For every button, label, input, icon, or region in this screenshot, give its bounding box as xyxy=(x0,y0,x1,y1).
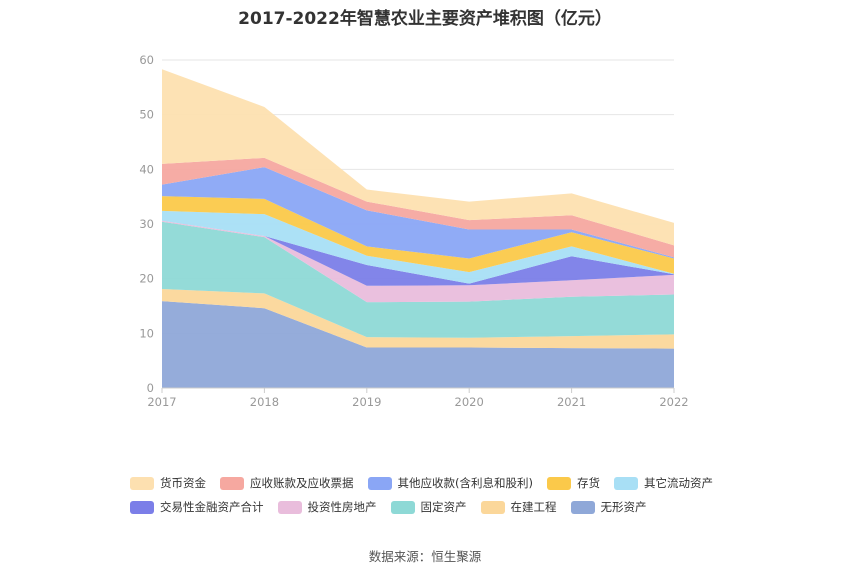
data-source-note: 数据来源：恒生聚源 xyxy=(368,549,482,564)
legend-item[interactable]: 无形资产 xyxy=(570,499,647,515)
legend-swatch xyxy=(480,500,505,514)
legend-swatch xyxy=(220,476,244,490)
chart-title: 2017-2022年智慧农业主要资产堆积图（亿元） xyxy=(238,9,612,29)
y-tick-label: 0 xyxy=(147,381,154,395)
y-tick-label: 10 xyxy=(139,326,154,340)
legend-row: 货币资金 应收账款及应收票据 其他应收款(含利息和股利) 存货 其它流动资产 xyxy=(130,471,770,495)
legend-item[interactable]: 固定资产 xyxy=(390,499,467,515)
y-tick-label: 30 xyxy=(139,217,154,231)
legend-swatch xyxy=(130,476,154,490)
area-series-其他应收款(含利息和股利) xyxy=(162,167,674,259)
legend-label: 其他应收款(含利息和股利) xyxy=(397,476,533,490)
area-series-固定资产 xyxy=(162,221,674,338)
axes: 0 10 20 30 40 50 60 2017 2018 2019 2020 2021 2022 xyxy=(139,53,688,409)
legend-item[interactable]: 应收账款及应收票据 xyxy=(220,475,354,491)
legend-item[interactable]: 存货 xyxy=(546,475,600,491)
x-tick-label: 2017 xyxy=(147,395,176,409)
area-series-应收账款及应收票据 xyxy=(162,157,674,258)
legend-label: 无形资产 xyxy=(600,500,647,514)
legend-swatch xyxy=(570,500,595,514)
legend-swatch xyxy=(130,500,154,514)
x-tick-label: 2020 xyxy=(455,395,484,409)
legend-swatch xyxy=(613,476,638,490)
x-tick-label: 2019 xyxy=(352,395,381,409)
legend-swatch xyxy=(390,500,415,514)
legend-swatch xyxy=(277,500,302,514)
area-series-货币资金 xyxy=(162,69,674,246)
legend-label: 货币资金 xyxy=(160,476,206,490)
legend-item[interactable]: 货币资金 xyxy=(130,475,206,491)
area-series-其它流动资产 xyxy=(162,210,674,284)
legend: 货币资金 应收账款及应收票据 其他应收款(含利息和股利) 存货 其它流动资产交易性金融资… xyxy=(130,471,770,519)
stacked-area-chart: 0 10 20 30 40 50 60 2017 2018 2019 2020 2021 2022 xyxy=(139,53,688,409)
legend-label: 在建工程 xyxy=(510,500,557,514)
area-series-在建工程 xyxy=(162,289,674,349)
area-series-无形资产 xyxy=(162,301,674,388)
area-series-存货 xyxy=(162,196,674,274)
area-series-投资性房地产 xyxy=(162,220,674,303)
legend-item[interactable]: 投资性房地产 xyxy=(277,499,377,515)
y-tick-label: 40 xyxy=(139,162,154,176)
y-tick-label: 20 xyxy=(139,272,154,286)
y-tick-label: 50 xyxy=(139,108,154,122)
legend-swatch xyxy=(367,476,392,490)
x-tick-label: 2018 xyxy=(250,395,279,409)
legend-label: 交易性金融资产合计 xyxy=(160,500,264,514)
area-series-交易性金融资产合计 xyxy=(162,220,674,286)
legend-item[interactable]: 在建工程 xyxy=(480,499,557,515)
legend-row: 交易性金融资产合计 投资性房地产 固定资产 在建工程 无形资产 xyxy=(130,495,770,519)
legend-label: 固定资产 xyxy=(420,500,467,514)
legend-swatch xyxy=(546,476,571,490)
x-tick-label: 2021 xyxy=(557,395,586,409)
legend-item[interactable]: 其它流动资产 xyxy=(613,475,713,491)
area-series xyxy=(162,69,674,388)
legend-item[interactable]: 其他应收款(含利息和股利) xyxy=(367,475,533,491)
y-tick-label: 60 xyxy=(139,53,154,67)
legend-item[interactable]: 交易性金融资产合计 xyxy=(130,499,264,515)
legend-label: 存货 xyxy=(576,476,600,490)
legend-label: 投资性房地产 xyxy=(307,500,377,514)
x-tick-label: 2022 xyxy=(659,395,688,409)
legend-label: 其它流动资产 xyxy=(643,476,713,490)
legend-label: 应收账款及应收票据 xyxy=(250,476,354,490)
